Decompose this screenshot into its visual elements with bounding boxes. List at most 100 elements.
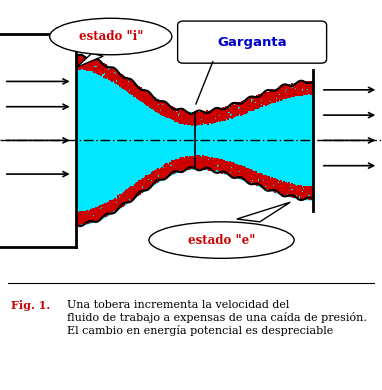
Point bbox=[235, 112, 241, 119]
Point bbox=[143, 97, 149, 103]
Point bbox=[178, 113, 184, 119]
Point bbox=[129, 87, 135, 93]
Point bbox=[248, 106, 254, 112]
Point bbox=[218, 110, 224, 116]
Point bbox=[191, 157, 197, 163]
Point bbox=[163, 104, 170, 110]
Point bbox=[133, 187, 139, 193]
Point bbox=[247, 172, 253, 178]
Point bbox=[258, 175, 264, 181]
Point bbox=[244, 176, 251, 182]
Point bbox=[278, 95, 284, 101]
Point bbox=[195, 114, 201, 121]
Point bbox=[82, 210, 88, 216]
Point bbox=[309, 191, 315, 197]
Point bbox=[82, 212, 88, 218]
Point bbox=[128, 190, 134, 196]
Point bbox=[206, 116, 212, 122]
Point bbox=[204, 113, 210, 119]
Point bbox=[165, 113, 171, 120]
Point bbox=[223, 109, 230, 115]
Point bbox=[183, 156, 189, 162]
Point bbox=[154, 107, 160, 113]
Point bbox=[164, 165, 170, 171]
Point bbox=[229, 103, 235, 110]
Point bbox=[258, 176, 264, 182]
Point bbox=[185, 110, 191, 116]
Point bbox=[94, 204, 100, 211]
Point bbox=[184, 162, 190, 168]
Point bbox=[302, 184, 308, 190]
Point bbox=[255, 171, 261, 177]
Point bbox=[286, 85, 292, 92]
Point bbox=[266, 100, 272, 106]
Point bbox=[193, 157, 199, 163]
Point bbox=[298, 91, 304, 98]
Point bbox=[202, 162, 208, 168]
Point bbox=[233, 107, 239, 113]
Point bbox=[238, 176, 244, 182]
Point bbox=[125, 83, 131, 90]
Point bbox=[286, 185, 293, 191]
Point bbox=[291, 188, 297, 195]
Point bbox=[106, 201, 112, 207]
Point bbox=[184, 165, 190, 171]
Point bbox=[156, 105, 162, 111]
Point bbox=[289, 90, 295, 96]
Point bbox=[93, 206, 99, 213]
Point bbox=[192, 154, 198, 161]
Point bbox=[109, 78, 115, 84]
Point bbox=[184, 163, 190, 169]
Point bbox=[147, 101, 154, 107]
Point bbox=[104, 207, 110, 213]
Point bbox=[225, 115, 231, 122]
Point bbox=[299, 193, 305, 200]
Point bbox=[113, 69, 119, 75]
Point bbox=[224, 109, 230, 115]
Point bbox=[279, 188, 285, 195]
Point bbox=[296, 191, 303, 198]
Point bbox=[189, 158, 195, 165]
Point bbox=[210, 156, 217, 162]
Point bbox=[89, 218, 96, 224]
Point bbox=[119, 84, 125, 90]
Point bbox=[262, 174, 268, 181]
Point bbox=[191, 157, 197, 163]
Point bbox=[285, 82, 291, 89]
Point bbox=[291, 89, 298, 95]
Point bbox=[92, 213, 98, 219]
Point bbox=[251, 95, 257, 101]
Point bbox=[225, 170, 231, 176]
Point bbox=[291, 187, 297, 193]
Point bbox=[153, 174, 159, 180]
Point bbox=[88, 208, 94, 215]
Point bbox=[164, 165, 170, 172]
Point bbox=[221, 112, 227, 118]
Point bbox=[174, 164, 180, 170]
Point bbox=[97, 67, 103, 74]
Point bbox=[118, 81, 124, 87]
Point bbox=[225, 112, 231, 118]
Point bbox=[238, 101, 244, 108]
Point bbox=[265, 185, 271, 191]
Point bbox=[308, 85, 314, 92]
Point bbox=[90, 210, 96, 216]
Point bbox=[167, 169, 173, 175]
Point bbox=[250, 99, 256, 105]
Point bbox=[269, 176, 275, 182]
Point bbox=[225, 165, 231, 172]
Point bbox=[103, 206, 109, 213]
Point bbox=[137, 178, 143, 184]
Point bbox=[143, 101, 149, 107]
Point bbox=[283, 94, 289, 100]
Point bbox=[178, 113, 184, 119]
Point bbox=[263, 89, 269, 96]
Point bbox=[280, 190, 286, 196]
Point bbox=[250, 174, 256, 181]
Point bbox=[194, 119, 200, 125]
Point bbox=[229, 108, 235, 115]
Point bbox=[180, 117, 186, 124]
Point bbox=[279, 86, 285, 92]
Point bbox=[106, 203, 112, 209]
Point bbox=[183, 109, 189, 115]
